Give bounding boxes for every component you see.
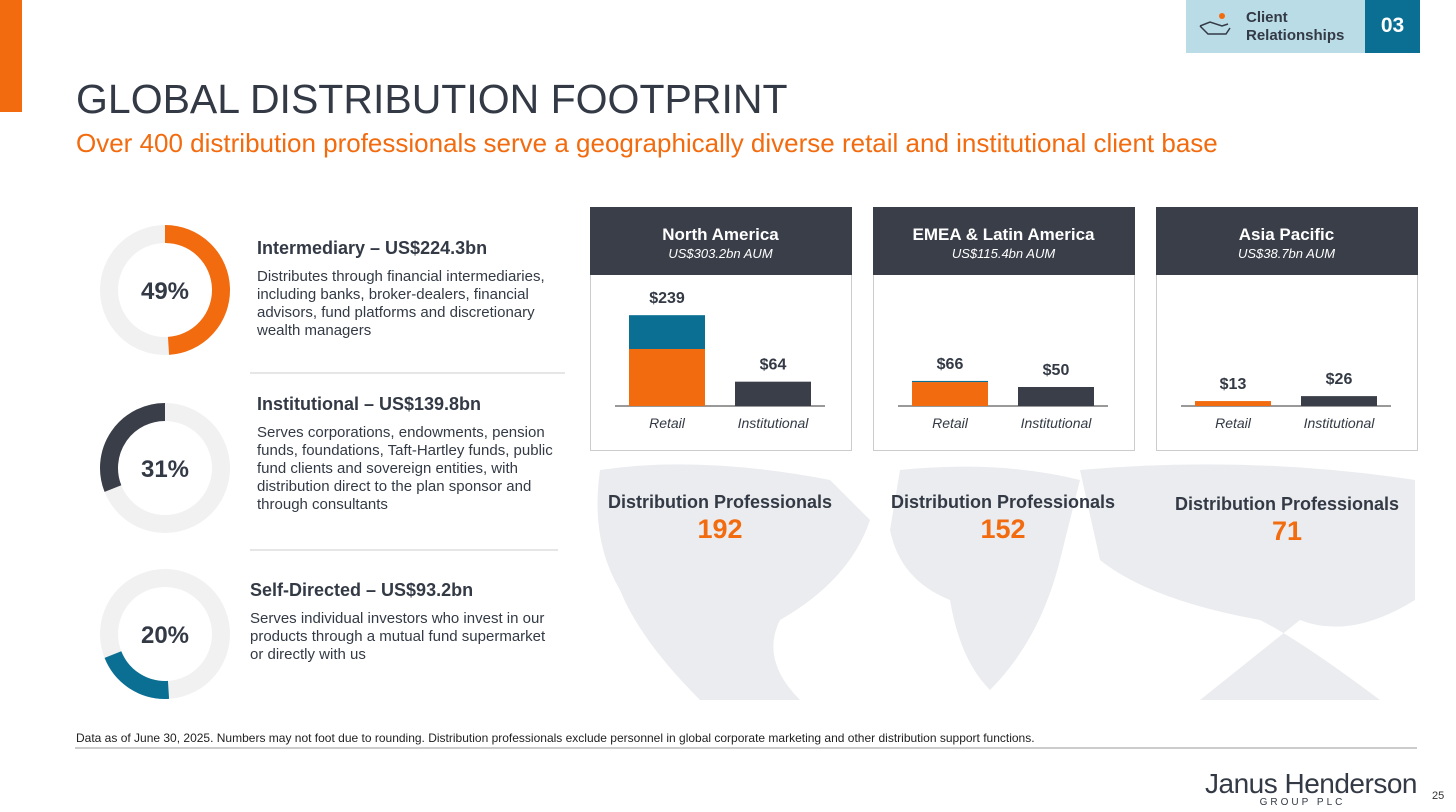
x-tick-label: Retail — [649, 415, 686, 431]
professionals-count: 71 — [1272, 516, 1302, 546]
professionals-label: Distribution Professionals — [608, 492, 832, 512]
page-number: 25 — [1432, 790, 1445, 802]
donut-segment — [164, 225, 230, 355]
section-number-box — [1365, 0, 1420, 53]
professionals-label: Distribution Professionals — [891, 492, 1115, 512]
logo-sub: GROUP PLC — [1259, 797, 1346, 808]
professionals-count: 152 — [980, 514, 1025, 544]
title: GLOBAL DISTRIBUTION FOOTPRINT — [76, 76, 788, 122]
bar-segment — [912, 382, 988, 406]
subtitle: Over 400 distribution professionals serv… — [76, 128, 1218, 158]
accent-bar — [0, 0, 22, 112]
bar-total-label: $26 — [1326, 371, 1353, 388]
handshake-icon — [1199, 13, 1231, 35]
region-aum: US$303.2bn AUM — [668, 246, 772, 261]
bar-total-label: $13 — [1220, 376, 1247, 393]
x-tick-label: Institutional — [1304, 415, 1376, 431]
donut-segment — [104, 650, 170, 699]
segment-body: Serves individual investors who invest i… — [250, 610, 546, 663]
section-number: 03 — [1380, 14, 1405, 37]
region-header — [873, 207, 1135, 275]
x-tick-label: Retail — [1215, 415, 1252, 431]
bar-segment — [1195, 401, 1271, 406]
bar-total-label: $50 — [1043, 362, 1070, 379]
logo-name: Janus Henderson — [1205, 768, 1417, 799]
world-map — [597, 464, 1415, 700]
segment-heading: Self-Directed – US$93.2bn — [250, 580, 474, 600]
segment-body: Serves corporations, endowments, pension… — [257, 424, 553, 513]
bar-segment — [912, 380, 988, 383]
region-name: EMEA & Latin America — [912, 225, 1095, 244]
bar-segment — [629, 349, 705, 406]
professionals-count: 192 — [697, 514, 742, 544]
region-aum: US$38.7bn AUM — [1238, 246, 1335, 261]
x-tick-label: Institutional — [738, 415, 810, 431]
donut-label: 31% — [141, 456, 189, 483]
donut-label: 49% — [141, 278, 189, 305]
x-tick-label: Retail — [932, 415, 969, 431]
section-tab — [1186, 0, 1365, 53]
region-name: North America — [662, 225, 779, 244]
region-name: Asia Pacific — [1239, 225, 1334, 244]
x-tick-label: Institutional — [1021, 415, 1093, 431]
footnote: Data as of June 30, 2025. Numbers may no… — [76, 731, 1035, 745]
professionals-label: Distribution Professionals — [1175, 494, 1399, 514]
bar-segment — [735, 381, 811, 406]
region-aum: US$115.4bn AUM — [952, 246, 1056, 261]
bar-total-label: $66 — [937, 356, 964, 373]
bar-total-label: $239 — [649, 290, 685, 307]
section-label: Client Relationships — [1246, 9, 1345, 44]
bar-segment — [1301, 396, 1377, 406]
donut-segment — [100, 403, 166, 492]
bar-segment — [629, 315, 705, 349]
segment-heading: Institutional – US$139.8bn — [257, 394, 482, 414]
bar-total-label: $64 — [760, 357, 787, 374]
segment-heading: Intermediary – US$224.3bn — [257, 238, 488, 258]
region-header — [1156, 207, 1418, 275]
donut-label: 20% — [141, 622, 189, 649]
segment-body: Distributes through financial intermedia… — [257, 268, 545, 339]
bar-segment — [1018, 387, 1094, 406]
region-header — [590, 207, 852, 275]
